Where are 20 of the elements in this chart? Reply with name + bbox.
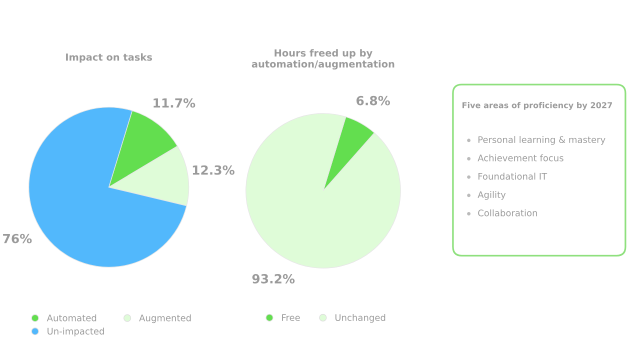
data-label: 11.7% — [154, 98, 196, 108]
data-label: 12.3% — [192, 165, 234, 175]
text: Collaboration — [478, 209, 537, 216]
text: Five areas of proficiency by 2027 — [462, 102, 612, 110]
legend-label: Automated — [46, 314, 96, 322]
text: Agility — [478, 191, 506, 200]
legend-label: Free — [282, 314, 300, 321]
legend-label: Augmented — [139, 314, 191, 324]
text: Achievement focus — [478, 154, 564, 162]
data-label: 76% — [3, 234, 32, 244]
data-label: 6.8% — [356, 96, 390, 106]
text: Foundational IT — [478, 172, 548, 180]
text: Personal learning & mastery — [478, 136, 606, 145]
chart-title: Impact on tasks — [66, 53, 152, 63]
data-label: 93.2% — [252, 274, 295, 284]
pie-slice — [322, 116, 375, 192]
legend-label: Unchanged — [335, 314, 386, 323]
chart-title: Hours freed up by automation/augmentation — [252, 49, 394, 70]
legend-label: Un-impacted — [48, 328, 104, 336]
pie-slice — [246, 113, 401, 268]
